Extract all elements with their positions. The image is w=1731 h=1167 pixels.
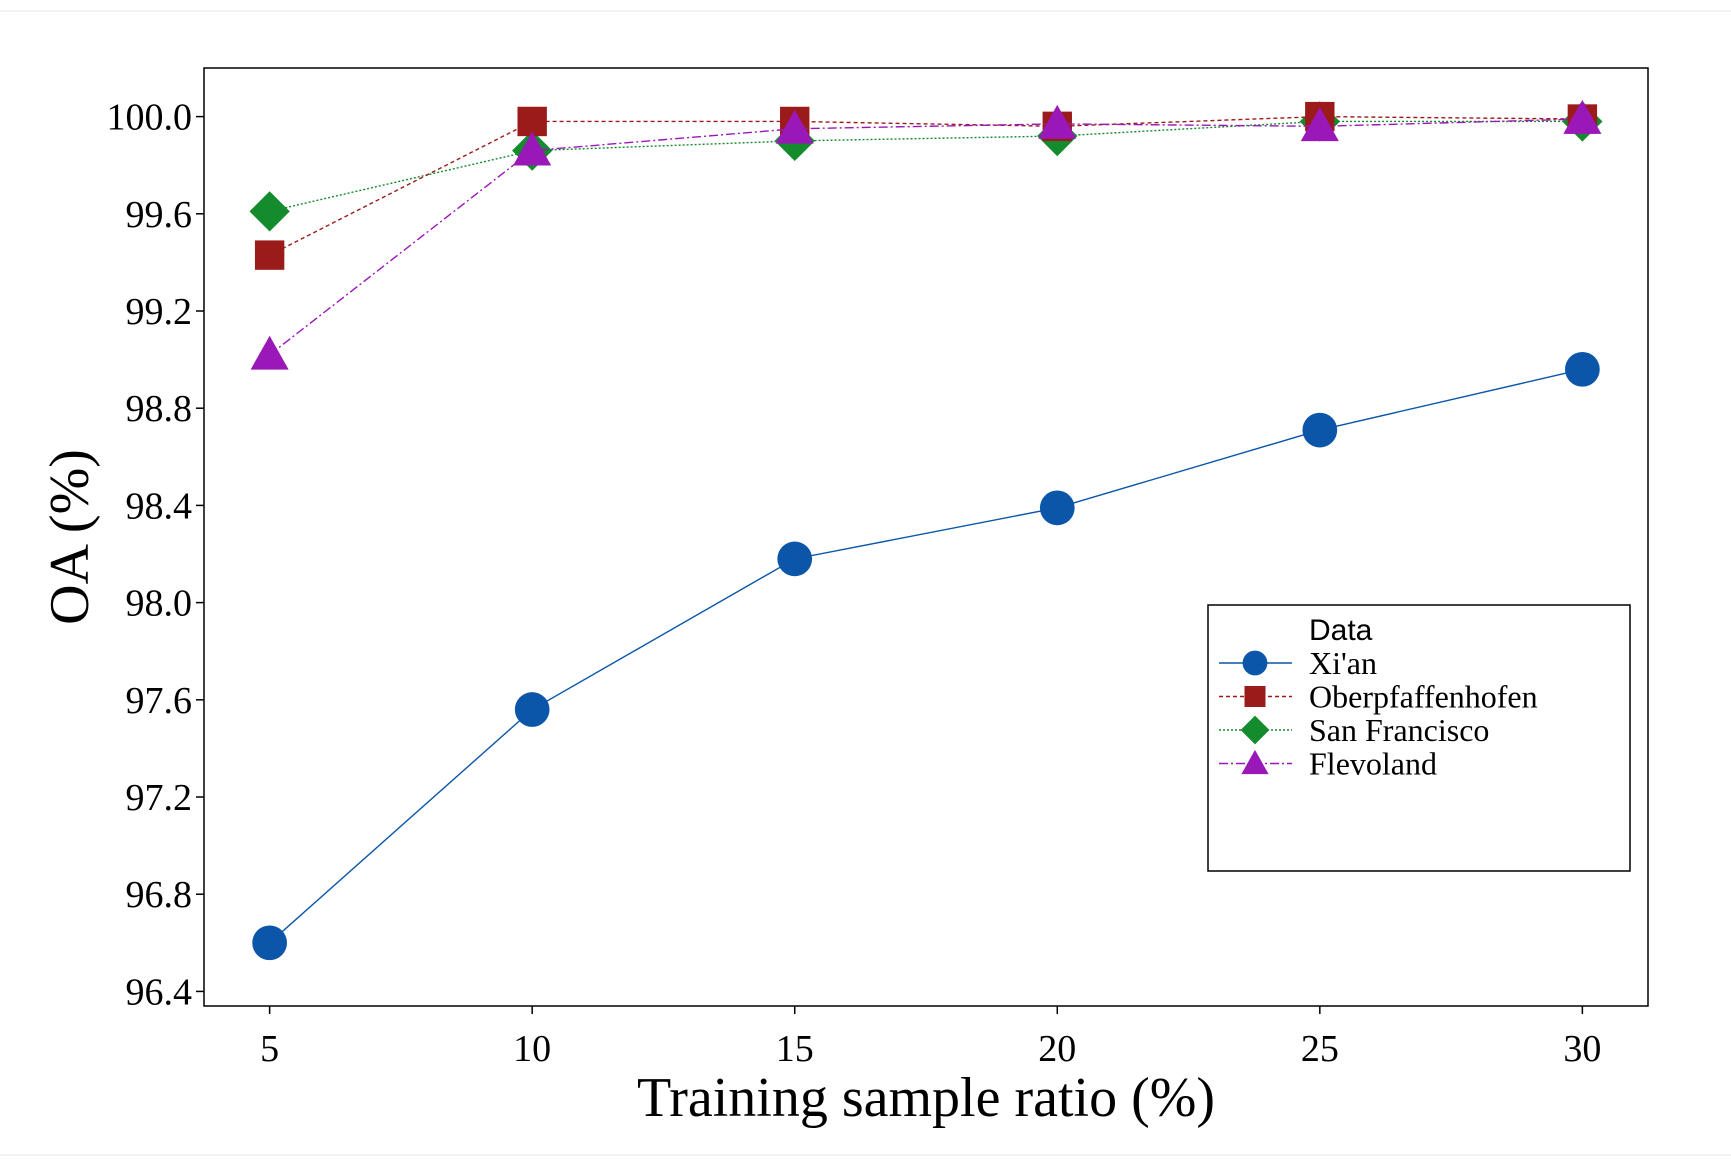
y-axis-title: OA (%) — [39, 449, 101, 625]
y-tick-label: 100.0 — [107, 97, 193, 139]
series-san-francisco — [249, 101, 1603, 232]
x-tick-label: 20 — [1038, 1028, 1076, 1070]
data-point-xi-an — [1302, 412, 1338, 448]
legend-box — [1207, 604, 1631, 872]
x-tick-label: 15 — [776, 1028, 814, 1070]
data-point-xi-an — [514, 692, 550, 727]
series-flevoland — [250, 99, 1602, 370]
series-line-flevoland — [269, 118, 1583, 356]
data-point-flevoland — [1563, 99, 1602, 134]
legend-item-flevoland: Flevoland — [1219, 746, 1437, 782]
legend-marker — [1241, 749, 1269, 775]
series-oberpfaffenhofen — [254, 101, 1598, 270]
legend-item-xi-an: Xi'an — [1219, 645, 1377, 681]
y-tick-label: 98.0 — [126, 583, 193, 625]
legend-label: Flevoland — [1309, 746, 1437, 782]
y-tick-label: 97.6 — [126, 680, 193, 722]
data-point-xi-an — [252, 925, 287, 961]
x-tick-label: 30 — [1563, 1028, 1601, 1070]
x-axis-title: Training sample ratio (%) — [637, 1067, 1215, 1129]
data-point-flevoland — [775, 109, 814, 144]
plot-frame — [203, 67, 1649, 1007]
data-point-xi-an — [1039, 490, 1075, 526]
x-tick-label: 25 — [1301, 1028, 1339, 1070]
legend-label: Xi'an — [1309, 645, 1377, 681]
y-tick-label: 98.4 — [126, 485, 193, 527]
y-tick-label: 96.8 — [126, 874, 193, 916]
data-point-oberpfaffenhofen — [254, 240, 285, 270]
x-axis-ticks: 5 10 15 20 25 30 — [260, 1006, 1601, 1070]
series-line-xi-an — [269, 368, 1583, 944]
legend-marker — [1244, 686, 1266, 707]
y-tick-label: 96.4 — [126, 971, 193, 1013]
legend-item-san-francisco: San Francisco — [1219, 712, 1489, 748]
y-tick-label: 99.2 — [126, 291, 193, 333]
data-point-flevoland — [513, 131, 552, 166]
y-tick-label: 99.6 — [126, 194, 193, 236]
legend-label: Oberpfaffenhofen — [1309, 679, 1538, 715]
legend-marker — [1240, 715, 1270, 745]
series-line-oberpfaffenhofen — [269, 115, 1583, 256]
legend-label: San Francisco — [1309, 712, 1489, 748]
x-tick-label: 10 — [513, 1028, 551, 1070]
legend-marker — [1242, 650, 1268, 676]
data-point-flevoland — [1038, 104, 1077, 139]
legend-item-oberpfaffenhofen: Oberpfaffenhofen — [1219, 679, 1538, 715]
series-line-san-francisco — [269, 120, 1583, 213]
data-point-san-francisco — [249, 191, 290, 232]
y-tick-label: 98.8 — [126, 388, 193, 430]
series-xi-an — [252, 351, 1600, 961]
data-point-flevoland — [1300, 107, 1339, 142]
x-tick-label: 5 — [260, 1028, 279, 1070]
data-point-oberpfaffenhofen — [517, 106, 547, 137]
y-tick-label: 97.2 — [126, 777, 193, 819]
data-point-flevoland — [250, 335, 289, 370]
y-axis-ticks: 96.4 96.8 97.2 97.6 98.0 98.4 98.8 99.2 99.6 100.… — [107, 97, 204, 1013]
data-point-xi-an — [1565, 351, 1600, 387]
legend-title: Data — [1309, 614, 1373, 647]
data-point-xi-an — [777, 541, 813, 577]
series-layer — [249, 99, 1603, 961]
